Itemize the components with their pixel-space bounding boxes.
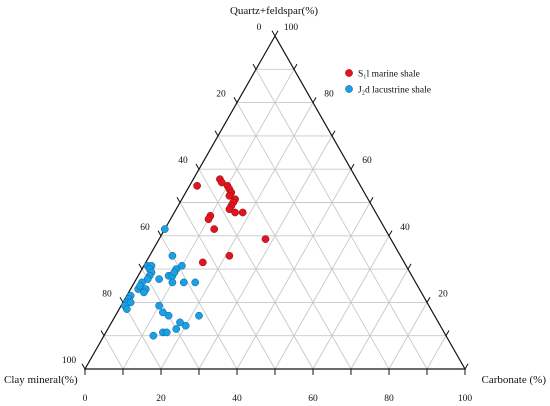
- right-tick-50: [369, 197, 374, 203]
- grid-line-clay-70: [141, 268, 200, 370]
- marine-shale-point-6: [225, 191, 234, 200]
- marine-shale-point-10: [225, 205, 234, 214]
- lacustrine-shale-point-15: [122, 305, 131, 313]
- lacustrine-shale-point-29: [159, 308, 167, 317]
- grid-line-carb-30: [198, 135, 333, 370]
- right-tick-100: [274, 30, 279, 37]
- right-tick-70: [331, 130, 336, 137]
- left-tick-10: [100, 330, 105, 336]
- lacustrine-shale-point-27: [179, 278, 188, 287]
- grid-line-clay-80: [122, 302, 162, 370]
- marine-shale-point-15: [210, 225, 219, 233]
- left-tick-label-5: 100: [62, 356, 77, 366]
- grid-line-clay-10: [255, 69, 428, 370]
- lacustrine-shale-point-36: [149, 331, 158, 340]
- legend-label-marine-shale: S₁l marine shale: [358, 70, 420, 80]
- lacustrine-shale-point-22: [168, 278, 177, 287]
- legend-marker-lacustrine-shale: [345, 85, 353, 93]
- legend-marker-marine-shale: [345, 69, 353, 77]
- lacustrine-shale-point-37: [162, 328, 171, 337]
- lacustrine-shale-point-32: [181, 321, 190, 330]
- lacustrine-shale-point-13: [126, 298, 135, 307]
- bottom-tick-label-3: 60: [308, 394, 318, 404]
- legend: S₁l marine shale J₂d lacustrine shale: [345, 69, 431, 96]
- right-tick-80: [312, 97, 317, 103]
- grid-line-carb-90: [426, 335, 447, 370]
- marine-shale-point-0: [193, 181, 201, 190]
- lacustrine-shale-point-0: [160, 225, 169, 233]
- lacustrine-shale-point-19: [155, 275, 163, 283]
- bottom-tick-label-5: 100: [458, 394, 473, 404]
- marine-shale-point-2: [217, 178, 226, 187]
- right-tick-0: [464, 363, 469, 370]
- left-tick-70: [214, 130, 219, 137]
- right-tick-label-0: 100: [284, 23, 299, 33]
- right-tick-label-1: 80: [324, 90, 334, 100]
- left-tick-100: [271, 30, 276, 37]
- lacustrine-shale-point-23: [178, 261, 186, 270]
- left-axis-title: Clay mineral(%): [4, 374, 78, 386]
- lacustrine-shale-point-26: [191, 278, 200, 287]
- tick-layer: [81, 30, 469, 375]
- marine-shale-point-14: [231, 208, 239, 217]
- marine-shale-point-12: [204, 215, 213, 224]
- left-tick-50: [176, 197, 181, 203]
- right-tick-10: [445, 330, 450, 336]
- lacustrine-shale-point-7: [143, 275, 152, 283]
- grid-line-clay-90: [103, 335, 124, 370]
- left-tick-30: [138, 263, 143, 270]
- right-tick-30: [407, 263, 412, 270]
- left-tick-80: [233, 97, 238, 103]
- grid-line-clay-50: [179, 202, 276, 370]
- grid-line-clay-30: [217, 135, 352, 370]
- lacustrine-shale-point-16: [136, 281, 144, 290]
- marine-shale-point-13: [238, 208, 247, 217]
- marine-shale-point-16: [225, 251, 234, 260]
- lacustrine-shale-point-30: [195, 311, 203, 320]
- left-tick-label-4: 80: [102, 289, 112, 299]
- point-layer: [121, 175, 270, 340]
- legend-label-lacustrine-shale: J₂d lacustrine shale: [358, 86, 431, 96]
- left-tick-40: [157, 230, 162, 237]
- bottom-tick-label-4: 80: [384, 394, 394, 404]
- left-tick-0: [81, 363, 86, 370]
- right-tick-90: [293, 63, 298, 70]
- lacustrine-shale-point-25: [170, 268, 179, 277]
- grid-layer: [103, 68, 447, 370]
- left-tick-label-3: 60: [140, 223, 150, 233]
- right-tick-label-3: 40: [400, 223, 410, 233]
- grid-line-carb-50: [274, 202, 371, 370]
- left-tick-60: [195, 163, 200, 170]
- left-tick-20: [119, 296, 124, 303]
- marine-shale-point-18: [261, 235, 270, 243]
- right-tick-60: [350, 163, 355, 170]
- grid-line-carb-80: [388, 302, 428, 370]
- tick-label-layer: 0 20 40 60 80 100 100 80 60 40 20 0 20 40 60 80 100: [62, 23, 473, 404]
- left-tick-label-0: 0: [257, 23, 262, 33]
- lacustrine-shale-point-18: [140, 288, 148, 297]
- left-tick-label-2: 40: [178, 156, 188, 166]
- right-tick-40: [388, 230, 393, 237]
- marine-shale-point-17: [198, 258, 207, 267]
- grid-line-carb-70: [350, 268, 409, 370]
- lacustrine-shale-point-1: [168, 251, 177, 260]
- lacustrine-shale-point-31: [155, 301, 163, 310]
- grid-line-carb-60: [312, 235, 390, 370]
- bottom-tick-label-1: 20: [156, 394, 166, 404]
- right-axis-title: Carbonate (%): [482, 374, 547, 386]
- bottom-tick-label-0: 0: [83, 394, 88, 404]
- right-tick-label-4: 20: [438, 289, 448, 299]
- left-tick-90: [252, 63, 257, 70]
- bottom-tick-label-2: 40: [232, 394, 242, 404]
- right-tick-label-2: 60: [362, 156, 372, 166]
- lacustrine-shale-point-28: [164, 311, 173, 320]
- right-tick-20: [426, 296, 431, 303]
- lacustrine-shale-point-34: [176, 318, 184, 327]
- left-tick-label-1: 20: [216, 90, 226, 100]
- top-axis-title: Quartz+feldspar(%): [230, 5, 318, 17]
- lacustrine-shale-point-33: [172, 325, 181, 333]
